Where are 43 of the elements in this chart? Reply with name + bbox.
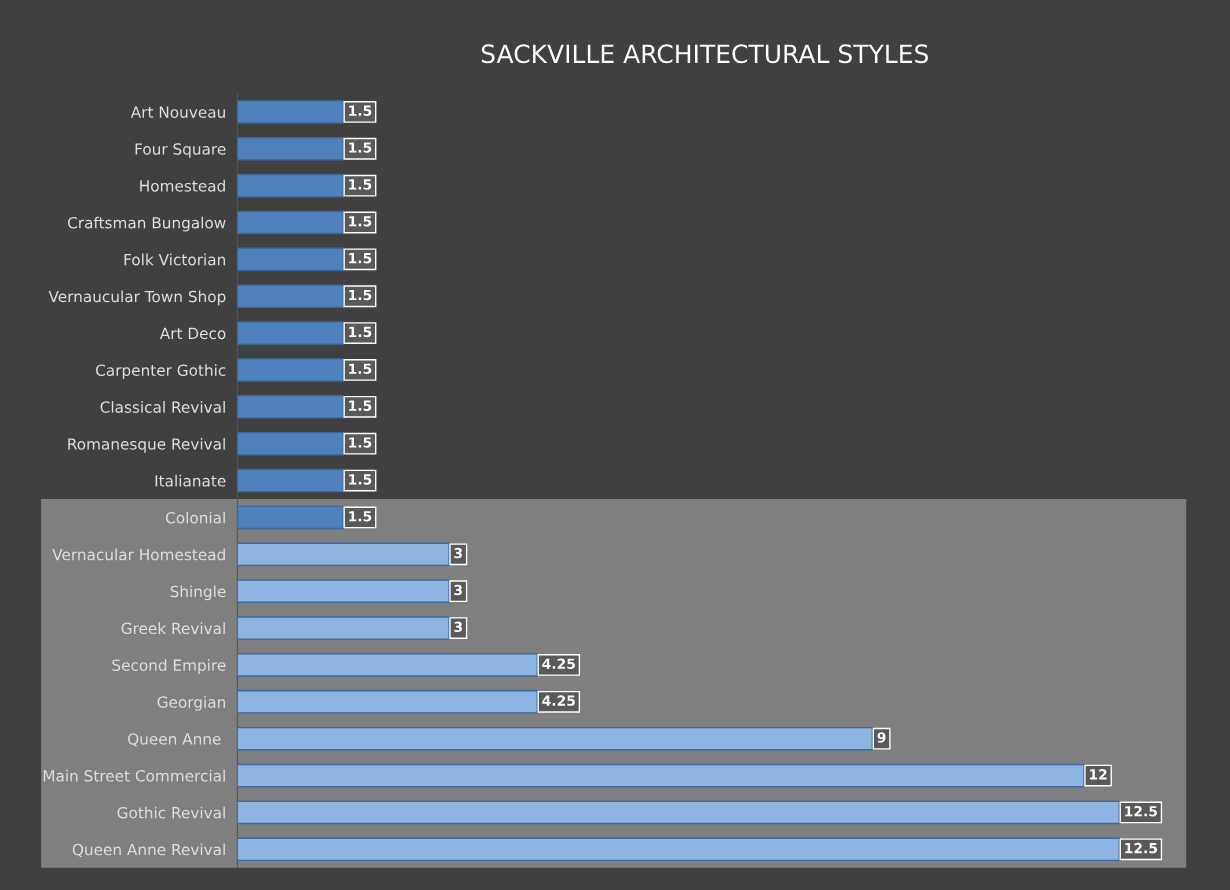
y-tick-label: Folk Victorian [124,253,225,266]
data-label: 12.5 [1125,805,1157,817]
data-label: 4.25 [542,658,575,669]
y-tick-label: Vernaucular Town Shop [48,290,226,306]
y-tick-label: Gothic Revival [117,806,225,819]
data-label: 4.25 [542,695,575,706]
y-tick-label: Art Nouveau [130,106,225,118]
y-tick-label: Colonial [165,511,225,524]
data-label: 1.5 [349,400,372,411]
y-tick-label: Georgian [157,696,225,711]
y-tick-label: Second Empire [112,659,226,674]
y-tick-label: Greek Revival [121,622,225,635]
y-tick-label: Romanesque Revival [68,437,225,453]
data-label: 1.5 [349,326,372,338]
data-label: 1.5 [349,105,372,116]
data-label: 1.5 [349,363,372,375]
data-label: 1.5 [349,474,372,485]
y-tick-label: Main Street Commercial [43,769,225,782]
data-label: 1.5 [349,289,372,301]
y-tick-label: Four Square [135,143,226,158]
data-label: 1.5 [349,511,372,522]
data-label: 1.5 [349,437,372,448]
data-label: 1.5 [349,179,372,190]
chart-title: SACKVILLE ARCHITECTURAL STYLES [481,44,928,64]
data-label: 1.5 [349,253,372,264]
y-tick-label: Homestead [140,179,225,192]
data-label: 12.5 [1125,842,1157,854]
y-tick-label: Queen Anne [128,733,221,747]
data-label: 1.5 [349,216,372,227]
data-label: 3 [454,584,463,596]
y-tick-label: Shingle [170,585,226,601]
data-label: 3 [454,621,463,633]
y-tick-label: Craftsman Bungalow [67,216,226,232]
data-label: 3 [454,547,463,559]
y-tick-label: Classical Revival [100,401,225,413]
y-tick-label: Art Deco [159,327,226,340]
y-tick-label: Italianate [155,474,226,487]
y-tick-label: Vernacular Homestead [52,548,225,561]
data-label: 12 [1089,769,1107,780]
y-tick-label: Queen Anne Revival [72,843,225,858]
data-label: 9 [877,732,886,743]
data-label: 1.5 [349,142,372,153]
y-tick-label: Carpenter Gothic [96,364,226,379]
